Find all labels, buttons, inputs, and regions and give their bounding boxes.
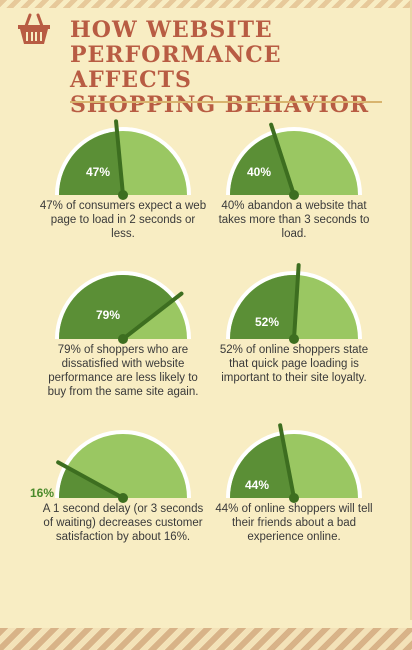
gauge-card-3: 79% 79% of shoppers who are dissatisfied…	[38, 261, 208, 421]
gauge-card-2: 40% 40% abandon a website that takes mor…	[209, 117, 379, 277]
gauge-card-1: 47% 47% of consumers expect a web page t…	[38, 117, 208, 277]
gauge-needle-hub	[118, 334, 128, 344]
title-rule	[70, 101, 382, 103]
gauge-caption: 40% abandon a website that takes more th…	[218, 200, 370, 240]
gauge-needle-hub	[289, 190, 299, 200]
header: HOW WEBSITE PERFORMANCE AFFECTS SHOPPING…	[0, 0, 412, 118]
gauge-percent-label: 47%	[86, 165, 111, 179]
title-line-2: PERFORMANCE AFFECTS	[70, 42, 282, 93]
gauge-card-4: 52% 52% of online shoppers state that qu…	[209, 261, 379, 421]
gauge-percent-label: 16%	[30, 486, 55, 500]
title-line-1: HOW WEBSITE	[70, 17, 273, 43]
gauge-card-5: 16% A 1 second delay (or 3 seconds of wa…	[30, 420, 208, 580]
gauge-card-6: 44% 44% of online shoppers will tell the…	[209, 420, 379, 580]
gauge-needle-hub	[289, 493, 299, 503]
gauge-needle	[121, 291, 184, 341]
gauge-needle	[292, 263, 301, 341]
gauge-caption: 52% of online shoppers state that quick …	[219, 344, 369, 384]
title-line-3: SHOPPING BEHAVIOR	[70, 92, 370, 118]
gauge-chart	[55, 430, 191, 503]
gauge-fill	[59, 274, 174, 339]
gauge-fill	[230, 435, 294, 498]
gauge-chart	[55, 119, 191, 200]
page-title: HOW WEBSITE PERFORMANCE AFFECTS SHOPPING…	[70, 18, 400, 118]
right-divider	[410, 0, 412, 620]
gauge-percent-label: 52%	[255, 315, 280, 329]
gauge-needle-hub	[118, 190, 128, 200]
gauge-caption: A 1 second delay (or 3 seconds of waitin…	[42, 503, 204, 543]
gauge-percent-label: 44%	[245, 478, 270, 492]
gauge-percent-label: 40%	[247, 165, 272, 179]
gauge-chart	[226, 122, 362, 200]
gauge-needle	[278, 423, 296, 500]
top-stripe	[0, 0, 412, 8]
gauge-caption: 47% of consumers expect a web page to lo…	[39, 200, 207, 240]
gauge-fill	[230, 275, 299, 339]
gauge-needle-hub	[289, 334, 299, 344]
gauge-fill	[59, 131, 123, 195]
gauge-chart	[55, 271, 191, 344]
gauge-needle-hub	[118, 493, 128, 503]
gauge-percent-label: 79%	[96, 308, 121, 322]
gauge-chart	[226, 423, 362, 503]
bottom-stripe	[0, 628, 412, 650]
gauge-needle	[114, 119, 125, 197]
gauge-chart	[226, 263, 362, 344]
gauge-caption: 44% of online shoppers will tell their f…	[215, 503, 373, 543]
basket-icon	[18, 13, 50, 44]
gauge-caption: 79% of shoppers who are dissatisfied wit…	[47, 344, 199, 398]
gauge-needle	[269, 122, 296, 197]
gauge-needle	[56, 460, 125, 500]
